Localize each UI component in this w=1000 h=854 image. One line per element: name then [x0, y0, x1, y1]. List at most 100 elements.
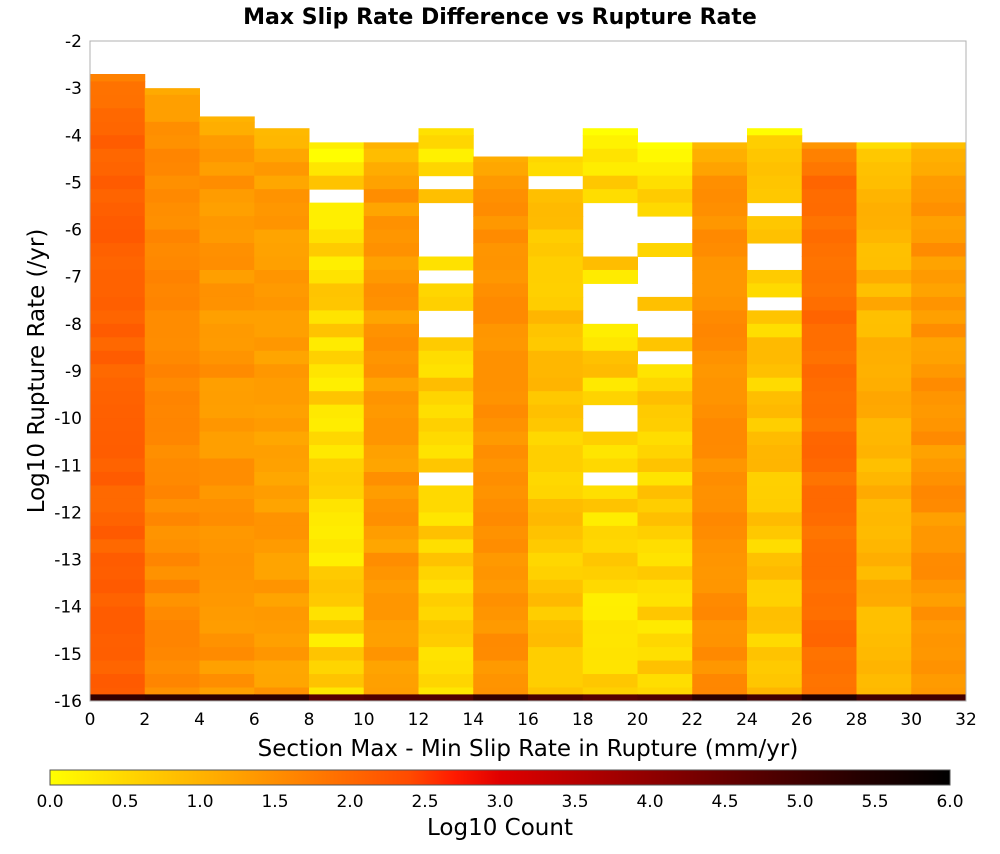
heatmap-cell [692, 216, 748, 231]
chart-title: Max Slip Rate Difference vs Rupture Rate [243, 5, 757, 30]
heatmap-cell [473, 620, 529, 635]
heatmap-cell [911, 310, 967, 325]
heatmap-cell [309, 539, 365, 554]
heatmap-cell [856, 606, 912, 621]
heatmap-cell [692, 269, 748, 284]
heatmap-cell [309, 647, 365, 662]
heatmap-cell [90, 579, 146, 594]
heatmap-cell [856, 189, 912, 204]
heatmap-cell [528, 498, 584, 513]
heatmap-cell [144, 269, 200, 284]
heatmap-cell [363, 202, 419, 217]
heatmap-cell [199, 552, 255, 567]
heatmap-cell [911, 579, 967, 594]
heatmap-cell [363, 606, 419, 621]
heatmap-cell [473, 256, 529, 271]
heatmap-cell [856, 283, 912, 298]
heatmap-cell [254, 148, 310, 163]
heatmap-cell [90, 94, 146, 109]
heatmap-cell [747, 404, 803, 419]
heatmap-cell [199, 633, 255, 648]
heatmap-cell [637, 431, 693, 446]
heatmap-cell [911, 566, 967, 581]
heatmap-cell [199, 350, 255, 365]
heatmap-cell [473, 243, 529, 257]
heatmap-cell [363, 296, 419, 311]
heatmap-cell [856, 391, 912, 406]
heatmap-cell [363, 512, 419, 527]
heatmap-cell [911, 364, 967, 379]
heatmap-cell [254, 539, 310, 554]
heatmap-cell [418, 350, 474, 365]
heatmap-cell [309, 606, 365, 621]
heatmap-cell [473, 431, 529, 446]
heatmap-cell [90, 108, 146, 123]
heatmap-cell [363, 142, 419, 150]
heatmap-cell [90, 687, 146, 695]
heatmap-cell [582, 391, 638, 406]
heatmap-cell [582, 485, 638, 500]
heatmap-cell [473, 216, 529, 231]
heatmap-cell [363, 431, 419, 446]
heatmap-cell [363, 539, 419, 554]
heatmap-cell [473, 458, 529, 473]
heatmap-cell [254, 418, 310, 433]
heatmap-cell [254, 512, 310, 527]
heatmap-cell [801, 512, 857, 527]
heatmap-cell [637, 377, 693, 392]
heatmap-cell [473, 525, 529, 540]
heatmap-cell [254, 485, 310, 500]
heatmap-cell [418, 633, 474, 648]
heatmap-cell [911, 337, 967, 352]
heatmap-cell [528, 431, 584, 446]
heatmap-cell [254, 364, 310, 379]
heatmap-cell [144, 566, 200, 581]
heatmap-cell [144, 148, 200, 163]
heatmap-cell [911, 512, 967, 527]
heatmap-cell [90, 323, 146, 338]
heatmap-cell [144, 539, 200, 554]
heatmap-cell [254, 579, 310, 594]
heatmap-cell [582, 269, 638, 284]
heatmap-cell [528, 566, 584, 581]
heatmap-cell [801, 391, 857, 406]
heatmap-cell [801, 633, 857, 648]
heatmap-cell [637, 445, 693, 460]
x-tick-label: 24 [736, 710, 758, 730]
heatmap-cell [309, 323, 365, 338]
heatmap-cell [473, 552, 529, 567]
heatmap-cell [90, 364, 146, 379]
heatmap-cell [637, 404, 693, 419]
heatmap-cell [473, 660, 529, 675]
heatmap-cell [254, 471, 310, 486]
heatmap-cell-bottom [90, 694, 146, 701]
heatmap-cell [309, 674, 365, 688]
heatmap-cell [144, 512, 200, 527]
heatmap-cell [856, 337, 912, 352]
heatmap-cell [309, 283, 365, 298]
heatmap-cell [90, 148, 146, 163]
heatmap-cell [90, 269, 146, 284]
heatmap-cell [747, 350, 803, 365]
heatmap-cell [911, 243, 967, 257]
heatmap-cell [418, 525, 474, 540]
heatmap-cell [801, 566, 857, 581]
heatmap-cell [528, 674, 584, 688]
heatmap-cell [199, 310, 255, 325]
heatmap-cell [582, 377, 638, 392]
heatmap-cell [856, 202, 912, 217]
heatmap-cell [418, 148, 474, 163]
heatmap-cell [144, 498, 200, 513]
heatmap-cell [254, 391, 310, 406]
heatmap-cell [90, 539, 146, 554]
heatmap-cell [856, 552, 912, 567]
heatmap-cell [144, 94, 200, 109]
heatmap-cell [801, 269, 857, 284]
heatmap-cell [692, 552, 748, 567]
heatmap-cell [418, 512, 474, 527]
heatmap-cell [473, 445, 529, 460]
heatmap-cell [199, 404, 255, 419]
x-tick-label: 10 [353, 710, 375, 730]
heatmap-cell [911, 229, 967, 244]
heatmap-cell [692, 243, 748, 257]
